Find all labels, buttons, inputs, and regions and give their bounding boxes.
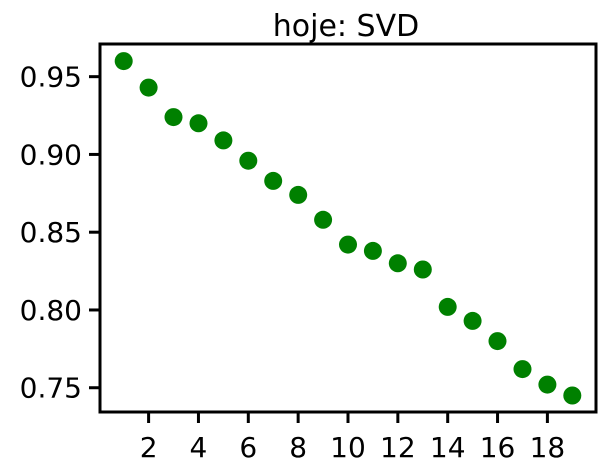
x-tick-label: 8 [289,431,307,464]
data-point [139,78,158,97]
x-tick-label: 12 [380,431,416,464]
data-point [164,108,183,127]
data-point [114,52,133,71]
data-point [264,171,283,190]
x-tick-label: 6 [239,431,257,464]
plot-frame [98,42,598,414]
x-axis-ticks: 2 4 6 8 10 12 14 16 18 [140,412,566,464]
x-tick-label: 4 [190,431,208,464]
y-tick-label: 0.95 [20,61,82,94]
x-tick-label: 10 [330,431,366,464]
data-point [513,360,532,379]
y-tick-label: 0.75 [20,372,82,405]
data-point [214,131,233,150]
x-tick-label: 2 [140,431,158,464]
y-tick-label: 0.80 [20,294,82,327]
data-point [488,332,507,351]
data-point [413,260,432,279]
data-point [388,254,407,273]
data-point [239,151,258,170]
data-point [339,235,357,254]
y-tick-label: 0.85 [20,216,82,249]
data-point [463,311,482,330]
y-tick-label: 0.90 [20,138,82,171]
x-tick-label: 16 [480,431,516,464]
data-point [538,375,557,394]
x-tick-label: 18 [530,431,566,464]
x-tick-label: 14 [430,431,466,464]
data-point [314,210,333,229]
chart-title: hoje: SVD [273,9,419,44]
data-point [438,297,457,316]
y-axis-ticks: 0.75 0.80 0.85 0.90 0.95 [20,61,100,405]
points-layer [114,52,582,405]
data-point [189,114,208,133]
data-point [563,386,582,405]
data-point [363,241,382,260]
data-point [289,185,308,204]
